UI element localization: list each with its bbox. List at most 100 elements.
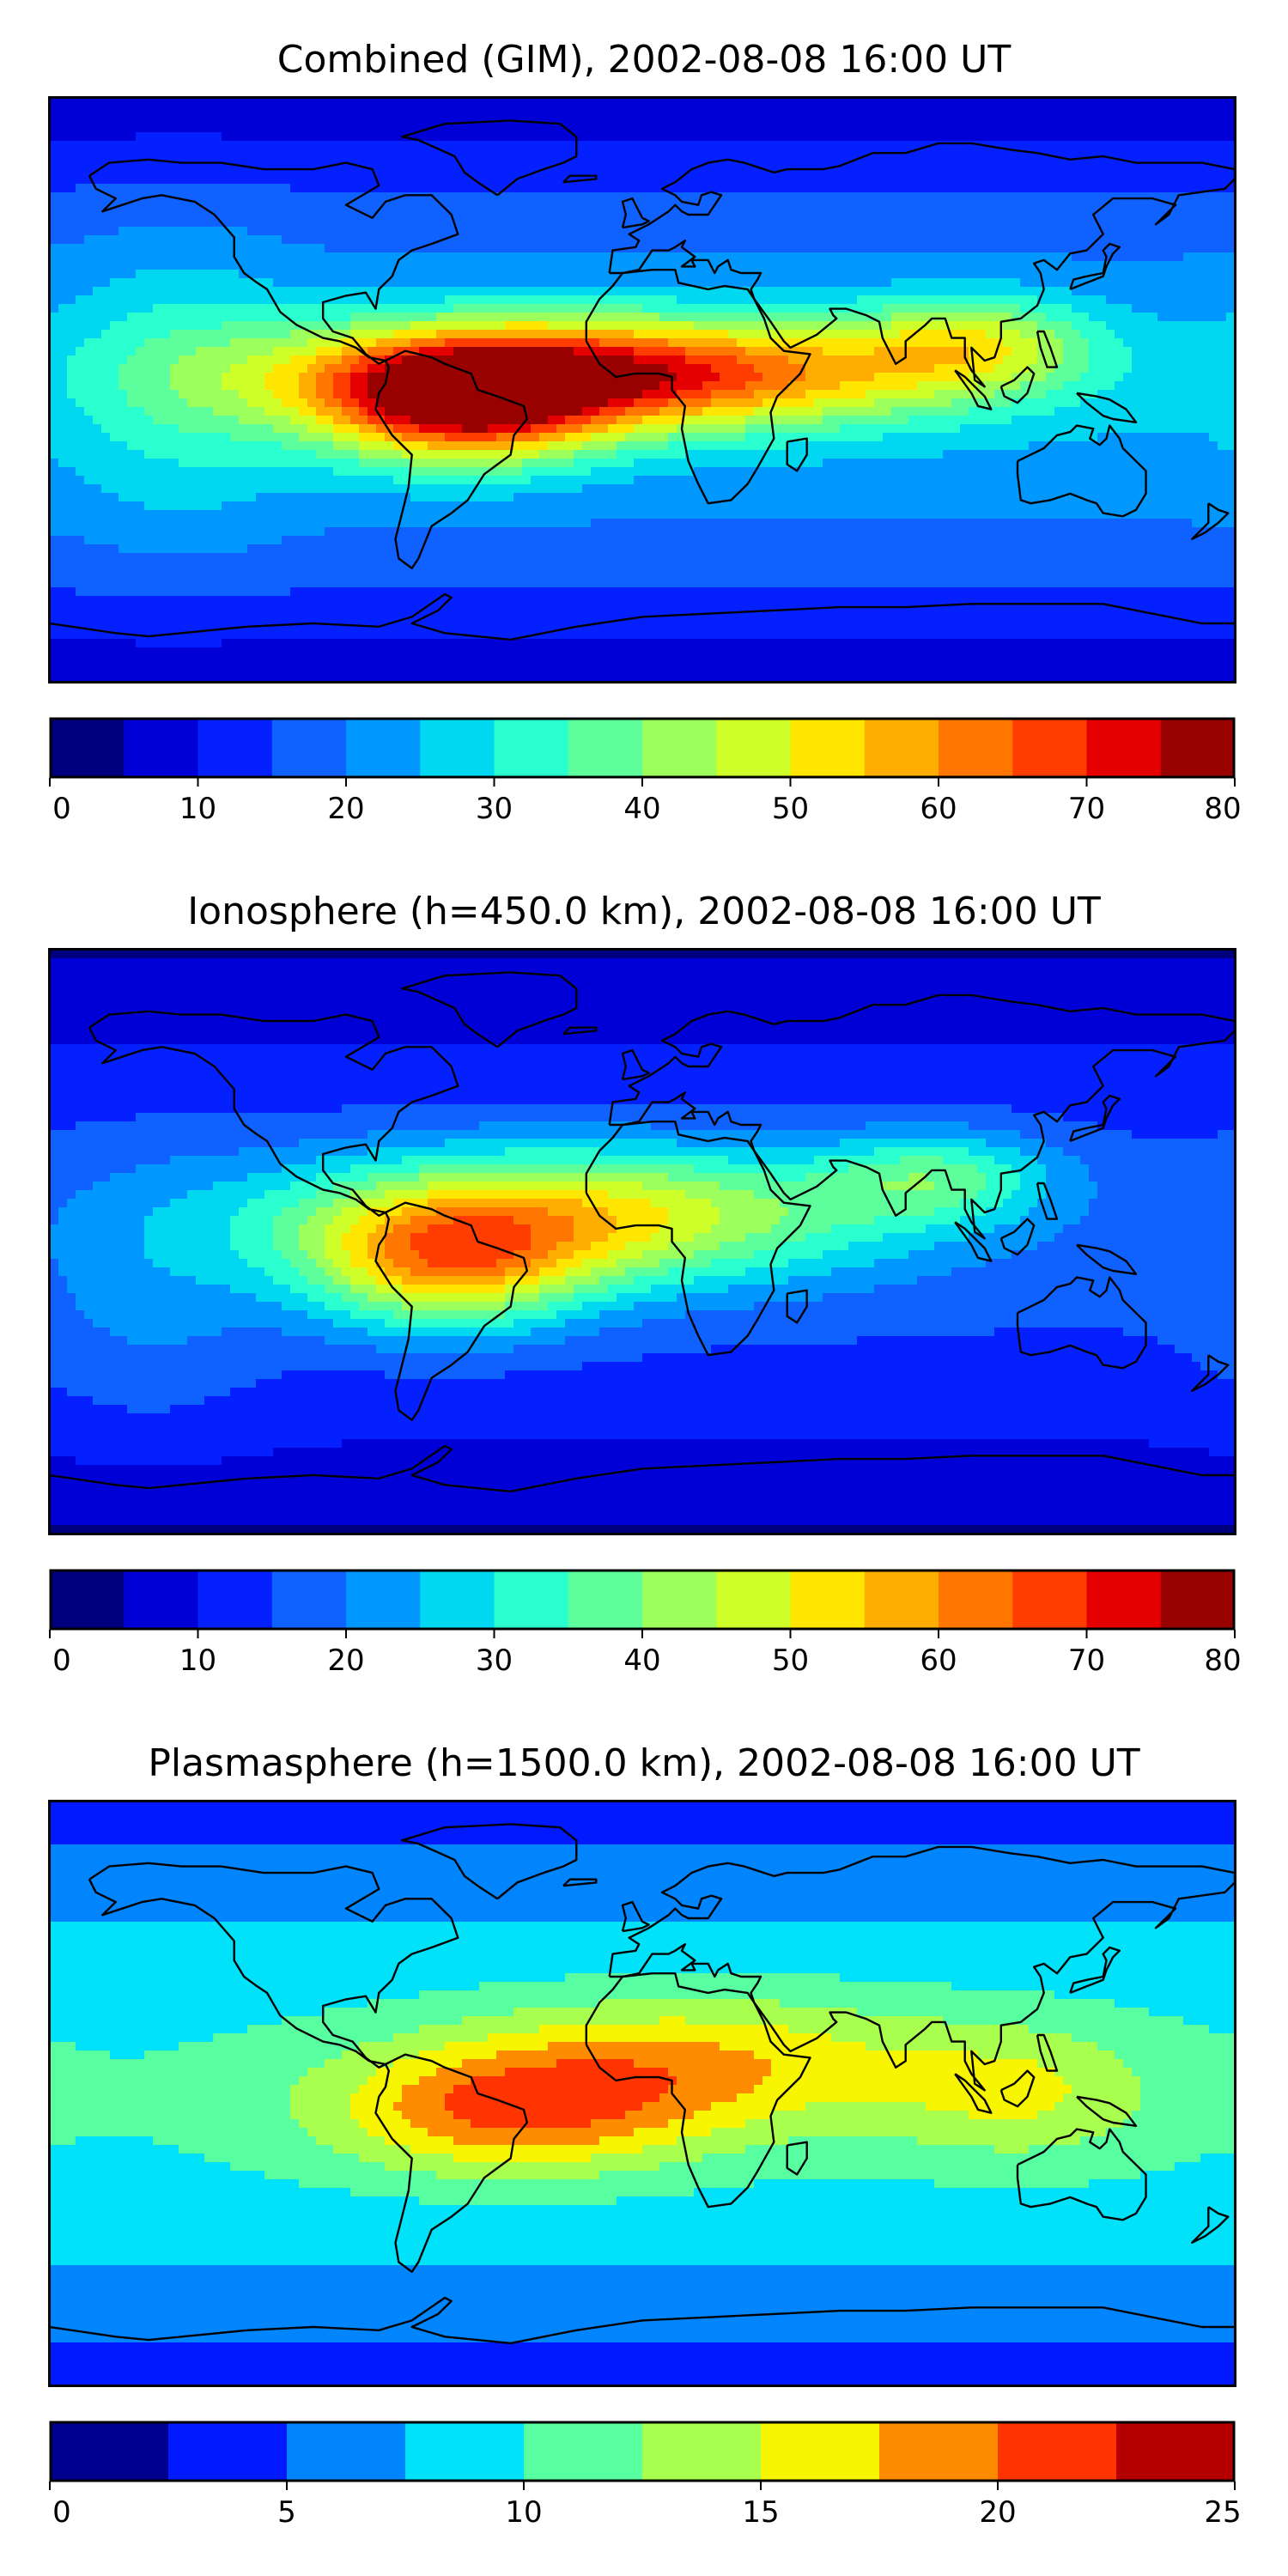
contour-cell xyxy=(488,175,497,185)
contour-cell xyxy=(462,218,471,228)
contour-cell xyxy=(943,347,952,356)
contour-cell xyxy=(402,244,411,253)
contour-cell xyxy=(385,321,394,331)
contour-cell xyxy=(445,278,454,288)
contour-cell xyxy=(222,167,231,176)
contour-cell xyxy=(720,141,729,150)
contour-cell xyxy=(1106,338,1115,348)
contour-cell xyxy=(445,115,454,125)
contour-cell xyxy=(522,321,532,331)
contour-cell xyxy=(874,278,884,288)
contour-cell xyxy=(659,338,669,348)
contour-cell xyxy=(222,227,231,236)
contour-cell xyxy=(771,295,781,305)
contour-cell xyxy=(1218,106,1227,116)
contour-cell xyxy=(926,330,935,339)
contour-cell xyxy=(771,364,781,374)
contour-cell xyxy=(1037,398,1047,408)
contour-cell xyxy=(771,304,781,313)
contour-cell xyxy=(230,115,240,125)
contour-cell xyxy=(1157,115,1167,125)
contour-cell xyxy=(204,330,214,339)
contour-cell xyxy=(376,304,386,313)
contour-cell xyxy=(307,158,317,167)
contour-cell xyxy=(247,227,257,236)
contour-cell xyxy=(1037,192,1047,202)
contour-cell xyxy=(1046,167,1055,176)
contour-cell xyxy=(196,287,205,296)
contour-cell xyxy=(325,398,334,408)
contour-cell xyxy=(428,227,437,236)
contour-cell xyxy=(1029,390,1038,399)
contour-cell xyxy=(1020,141,1030,150)
contour-cell xyxy=(762,338,772,348)
contour-cell xyxy=(118,330,128,339)
contour-cell xyxy=(1123,227,1133,236)
contour-cell xyxy=(745,252,755,262)
contour-cell xyxy=(780,106,789,116)
contour-cell xyxy=(659,115,669,125)
contour-cell xyxy=(539,192,549,202)
contour-cell xyxy=(556,244,566,253)
contour-cell xyxy=(1054,347,1064,356)
contour-cell xyxy=(213,115,222,125)
contour-cell xyxy=(565,252,574,262)
contour-cell xyxy=(513,235,523,245)
contour-cell xyxy=(694,261,703,270)
contour-cell xyxy=(1157,313,1167,322)
contour-cell xyxy=(50,235,59,245)
contour-cell xyxy=(436,330,446,339)
contour-cell xyxy=(230,398,240,408)
contour-cell xyxy=(505,149,514,159)
contour-cell xyxy=(187,330,197,339)
contour-cell xyxy=(93,304,102,313)
contour-cell xyxy=(161,218,171,228)
contour-cell xyxy=(350,261,360,270)
contour-cell xyxy=(1029,313,1038,322)
contour-cell xyxy=(1192,252,1201,262)
contour-cell xyxy=(127,115,137,125)
contour-cell xyxy=(179,244,188,253)
contour-cell xyxy=(402,201,411,210)
contour-cell xyxy=(926,373,935,382)
contour-cell xyxy=(350,167,360,176)
contour-cell xyxy=(565,244,574,253)
contour-cell xyxy=(582,210,592,219)
contour-cell xyxy=(76,398,85,408)
contour-cell xyxy=(256,347,265,356)
contour-cell xyxy=(204,106,214,116)
contour-cell xyxy=(282,210,291,219)
contour-cell xyxy=(1037,132,1047,142)
contour-cell xyxy=(118,106,128,116)
contour-cell xyxy=(410,261,420,270)
contour-cell xyxy=(153,158,162,167)
contour-cell xyxy=(196,149,205,159)
contour-cell xyxy=(247,218,257,228)
contour-cell xyxy=(350,210,360,219)
contour-cell xyxy=(857,132,866,142)
contour-cell xyxy=(1140,244,1150,253)
contour-cell xyxy=(659,124,669,133)
contour-cell xyxy=(445,175,454,185)
contour-cell xyxy=(50,227,59,236)
contour-cell xyxy=(136,390,145,399)
contour-cell xyxy=(771,149,781,159)
contour-cell xyxy=(951,252,961,262)
contour-cell xyxy=(917,218,927,228)
contour-cell xyxy=(1175,364,1184,374)
contour-cell xyxy=(1089,184,1098,193)
contour-cell xyxy=(943,192,952,202)
contour-cell xyxy=(874,106,884,116)
contour-cell xyxy=(359,244,368,253)
contour-cell xyxy=(917,270,927,279)
contour-cell xyxy=(342,295,351,305)
contour-cell xyxy=(814,398,823,408)
contour-cell xyxy=(857,398,866,408)
contour-cell xyxy=(170,321,179,331)
contour-cell xyxy=(1140,184,1150,193)
contour-cell xyxy=(1132,261,1141,270)
contour-cell xyxy=(994,218,1004,228)
contour-cell xyxy=(453,115,463,125)
contour-cell xyxy=(58,158,68,167)
contour-cell xyxy=(926,355,935,365)
